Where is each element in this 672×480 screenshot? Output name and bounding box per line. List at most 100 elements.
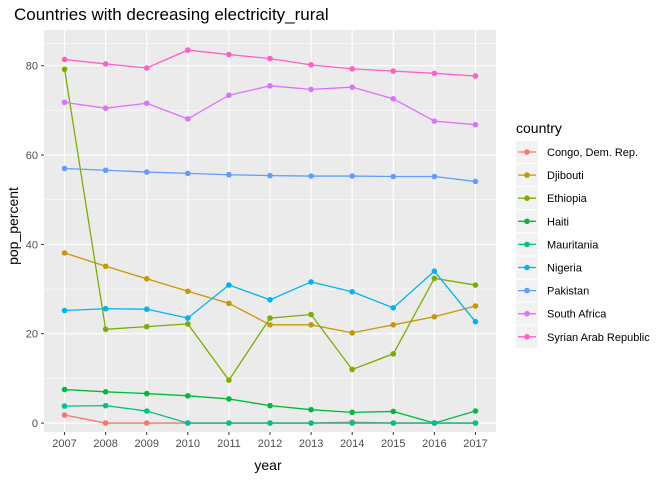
- data-point: [226, 92, 232, 99]
- data-point: [185, 47, 191, 53]
- data-point: [472, 303, 479, 309]
- legend: country Congo, Dem. Rep. Djibouti Ethiopia…: [516, 120, 650, 348]
- data-point: [102, 389, 109, 395]
- data-point: [185, 315, 191, 321]
- x-tick-label: 2010: [176, 438, 200, 450]
- legend-label: Djibouti: [547, 170, 584, 182]
- data-point: [226, 300, 232, 307]
- data-point: [185, 393, 191, 399]
- data-point: [267, 420, 273, 426]
- data-point: [61, 386, 68, 393]
- data-point: [102, 105, 109, 111]
- data-point: [61, 250, 68, 256]
- legend-item-ethiopia: Ethiopia: [516, 187, 588, 210]
- legend-key-point: [524, 334, 530, 340]
- data-point: [472, 420, 479, 426]
- data-point: [349, 366, 355, 373]
- data-point: [308, 173, 314, 179]
- legend-label: Nigeria: [547, 263, 583, 275]
- data-point: [390, 351, 397, 357]
- data-point: [143, 169, 150, 175]
- legend-item-nigeria: Nigeria: [516, 256, 583, 279]
- axes-layer: 0 20 40 60 80 2007 2008 2009 2010 2011 2012 2013 201…: [26, 61, 488, 450]
- legend-key-point: [524, 149, 530, 155]
- data-point: [102, 263, 109, 270]
- legend-key-point: [524, 310, 530, 317]
- y-tick-label: 0: [32, 418, 38, 430]
- data-point: [102, 402, 109, 409]
- y-tick-label: 20: [26, 329, 38, 341]
- y-tick-label: 60: [26, 150, 38, 162]
- series-syrian-arab-republic: [61, 47, 479, 79]
- data-point: [431, 268, 438, 275]
- legend-item-congo-dem-rep: Congo, Dem. Rep.: [516, 141, 638, 163]
- x-tick-label: 2016: [422, 438, 446, 450]
- data-point: [226, 396, 232, 402]
- series-nigeria: [61, 268, 479, 325]
- data-point: [308, 406, 314, 413]
- data-point: [185, 170, 191, 177]
- series-ethiopia: [61, 66, 479, 383]
- data-point: [308, 420, 314, 426]
- data-point: [308, 322, 314, 328]
- legend-label: South Africa: [547, 309, 607, 321]
- data-point: [61, 56, 68, 63]
- data-point: [61, 412, 68, 418]
- legend-item-syrian-arab-republic: Syrian Arab Republic: [516, 325, 650, 348]
- x-tick-label: 2017: [463, 438, 487, 450]
- x-tick-label: 2015: [381, 438, 405, 450]
- legend-label: Haiti: [547, 216, 569, 228]
- x-tick-label: 2013: [299, 438, 323, 450]
- data-point: [431, 173, 438, 180]
- data-point: [308, 62, 314, 68]
- data-point: [61, 165, 68, 172]
- data-point: [308, 311, 314, 318]
- data-point: [102, 305, 109, 312]
- legend-key-point: [524, 264, 530, 271]
- data-point: [267, 315, 273, 321]
- data-point: [349, 173, 355, 179]
- data-point: [472, 73, 479, 79]
- data-point: [143, 275, 150, 282]
- data-point: [267, 172, 273, 179]
- x-tick-label: 2011: [217, 438, 241, 450]
- x-tick-label: 2012: [258, 438, 282, 450]
- x-tick-label: 2009: [134, 438, 158, 450]
- data-point: [349, 409, 355, 416]
- series-mauritania: [61, 402, 479, 426]
- data-point: [390, 420, 397, 426]
- data-point: [390, 95, 397, 102]
- legend-item-south-africa: South Africa: [516, 302, 607, 325]
- data-point: [472, 408, 479, 414]
- data-point: [226, 51, 232, 58]
- data-point: [308, 86, 314, 93]
- data-point: [143, 306, 150, 312]
- data-point: [472, 121, 479, 128]
- data-point: [143, 390, 150, 397]
- data-point: [102, 167, 109, 174]
- data-point: [390, 322, 397, 328]
- data-point: [267, 83, 273, 89]
- data-point: [143, 323, 150, 330]
- series-layer: [61, 47, 479, 426]
- data-point: [185, 420, 191, 426]
- x-tick-label: 2014: [340, 438, 364, 450]
- data-point: [349, 84, 355, 90]
- legend-item-pakistan: Pakistan: [516, 279, 589, 302]
- legend-key-point: [524, 218, 530, 225]
- data-point: [61, 99, 68, 106]
- legend-key-point: [524, 195, 530, 201]
- legend-label: Mauritania: [547, 239, 599, 251]
- legend-key-point: [524, 241, 530, 248]
- data-point: [102, 61, 109, 67]
- y-tick-label: 40: [26, 239, 38, 251]
- data-point: [267, 55, 273, 62]
- data-point: [226, 377, 232, 383]
- x-axis-title: year: [254, 457, 282, 473]
- legend-item-haiti: Haiti: [516, 210, 569, 233]
- data-point: [472, 178, 479, 185]
- series-south-africa: [61, 83, 479, 128]
- data-point: [143, 100, 150, 107]
- y-axis-title: pop_percent: [5, 187, 21, 265]
- data-point: [349, 66, 355, 72]
